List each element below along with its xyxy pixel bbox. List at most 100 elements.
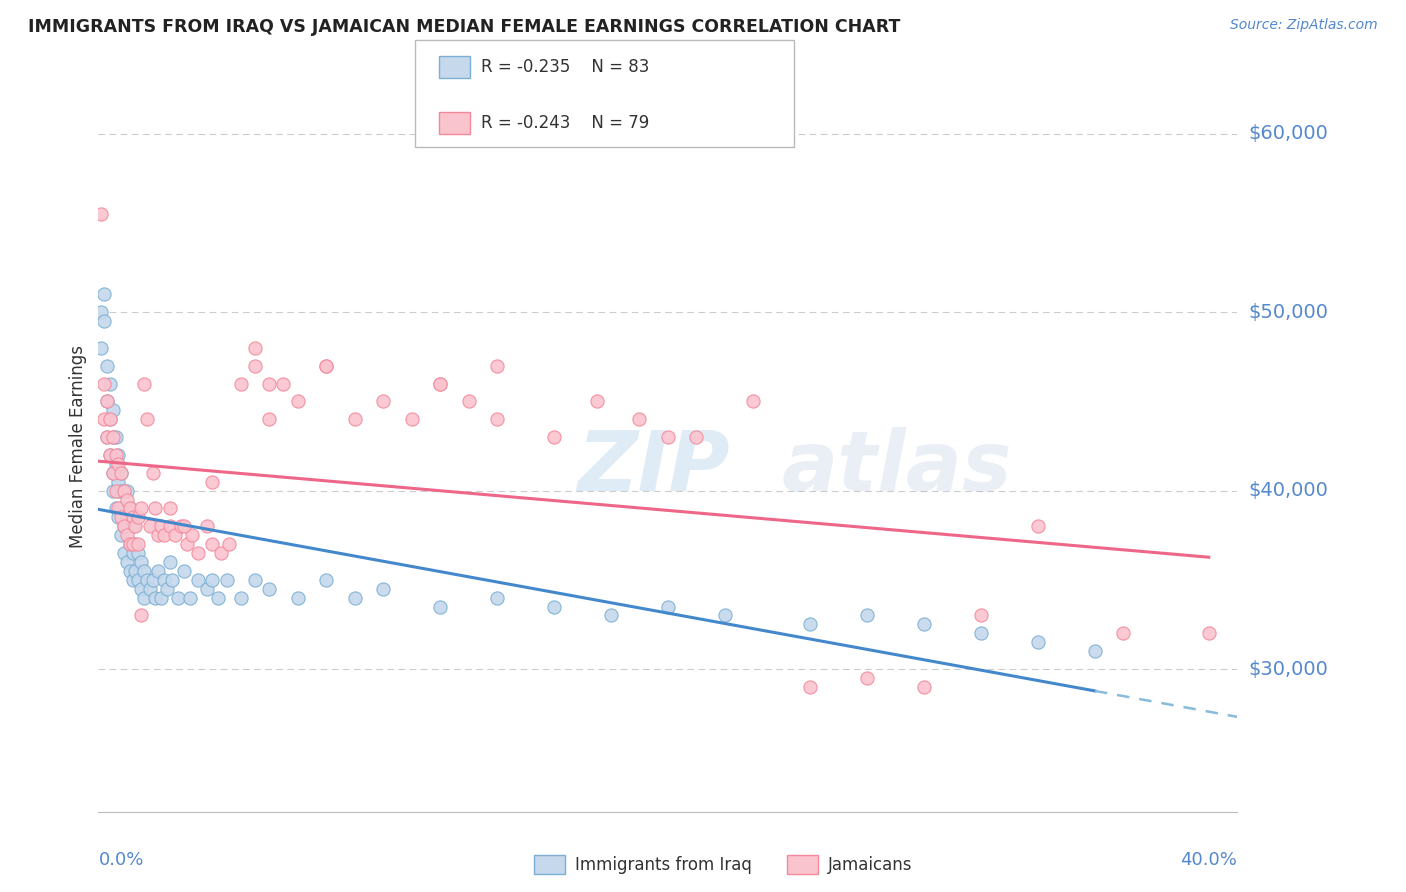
Point xyxy=(121,537,143,551)
Point xyxy=(112,483,135,498)
Point xyxy=(259,582,281,596)
Point xyxy=(118,501,141,516)
Point xyxy=(90,207,112,221)
Point xyxy=(156,582,179,596)
Point xyxy=(141,466,163,480)
Text: IMMIGRANTS FROM IRAQ VS JAMAICAN MEDIAN FEMALE EARNINGS CORRELATION CHART: IMMIGRANTS FROM IRAQ VS JAMAICAN MEDIAN … xyxy=(28,18,900,36)
Point xyxy=(115,528,138,542)
Point xyxy=(585,394,607,409)
Point xyxy=(96,430,118,444)
Point xyxy=(124,519,146,533)
Point xyxy=(98,448,121,462)
Point xyxy=(856,671,879,685)
Point xyxy=(215,573,238,587)
Point xyxy=(121,510,143,524)
Point xyxy=(628,412,651,426)
Point xyxy=(127,573,149,587)
Point xyxy=(486,412,509,426)
Point xyxy=(543,599,565,614)
Point xyxy=(127,537,149,551)
Point xyxy=(101,430,124,444)
Point xyxy=(159,555,181,569)
Point xyxy=(110,483,132,498)
Point xyxy=(181,528,204,542)
Point xyxy=(187,573,209,587)
Text: $30,000: $30,000 xyxy=(1249,659,1329,679)
Point xyxy=(121,546,143,560)
Point xyxy=(201,573,224,587)
Point xyxy=(112,546,135,560)
Point xyxy=(93,314,115,328)
Point xyxy=(121,573,143,587)
Point xyxy=(173,519,195,533)
Point xyxy=(429,376,451,391)
Point xyxy=(176,537,198,551)
Point xyxy=(600,608,623,623)
Point xyxy=(104,448,127,462)
Text: R = -0.243    N = 79: R = -0.243 N = 79 xyxy=(481,113,650,132)
Point xyxy=(118,537,141,551)
Point xyxy=(129,555,152,569)
Point xyxy=(742,394,765,409)
Point xyxy=(153,528,176,542)
Point xyxy=(170,519,193,533)
Point xyxy=(287,394,309,409)
Point xyxy=(93,376,115,391)
Point xyxy=(373,582,395,596)
Point xyxy=(98,376,121,391)
Point xyxy=(273,376,295,391)
Point xyxy=(132,591,155,605)
Point xyxy=(110,528,132,542)
Point xyxy=(218,537,240,551)
Point xyxy=(101,483,124,498)
Point xyxy=(124,564,146,578)
Point xyxy=(1026,519,1049,533)
Point xyxy=(101,466,124,480)
Point xyxy=(138,582,160,596)
Text: 0.0%: 0.0% xyxy=(98,851,143,869)
Point xyxy=(429,599,451,614)
Point xyxy=(486,359,509,373)
Text: 40.0%: 40.0% xyxy=(1181,851,1237,869)
Point xyxy=(98,412,121,426)
Point xyxy=(115,492,138,507)
Point xyxy=(107,510,129,524)
Point xyxy=(115,555,138,569)
Point xyxy=(150,519,173,533)
Point xyxy=(148,528,170,542)
Point xyxy=(101,403,124,417)
Point xyxy=(90,341,112,355)
Point xyxy=(129,501,152,516)
Point xyxy=(195,519,218,533)
Point xyxy=(104,501,127,516)
Point xyxy=(124,537,146,551)
Point xyxy=(112,519,135,533)
Point xyxy=(145,501,167,516)
Point xyxy=(148,564,170,578)
Point xyxy=(132,564,155,578)
Point xyxy=(150,591,173,605)
Point xyxy=(135,573,157,587)
Point xyxy=(1026,635,1049,649)
Text: Jamaicans: Jamaicans xyxy=(828,856,912,874)
Point xyxy=(138,519,160,533)
Point xyxy=(1084,644,1107,658)
Text: Immigrants from Iraq: Immigrants from Iraq xyxy=(575,856,752,874)
Point xyxy=(207,591,229,605)
Point xyxy=(107,501,129,516)
Point xyxy=(98,448,121,462)
Point xyxy=(243,573,266,587)
Point xyxy=(107,475,129,489)
Point xyxy=(141,573,163,587)
Point xyxy=(93,287,115,301)
Point xyxy=(112,483,135,498)
Point xyxy=(912,680,935,694)
Point xyxy=(970,608,993,623)
Point xyxy=(970,626,993,640)
Point xyxy=(110,466,132,480)
Point xyxy=(129,582,152,596)
Point xyxy=(195,582,218,596)
Point xyxy=(259,412,281,426)
Point xyxy=(96,394,118,409)
Point xyxy=(112,519,135,533)
